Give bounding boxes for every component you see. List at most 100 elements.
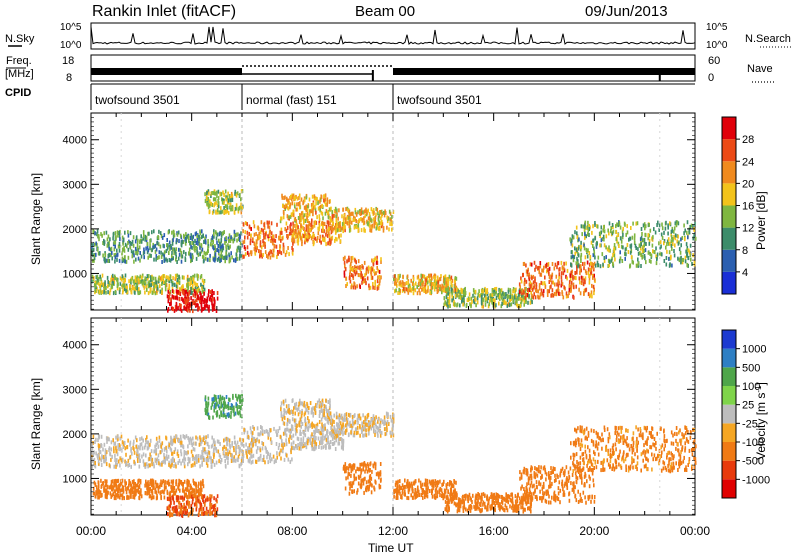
power-cell xyxy=(358,229,360,233)
power-cell xyxy=(209,297,211,301)
velocity-cell xyxy=(95,482,97,486)
power-cell xyxy=(554,283,556,287)
power-cell xyxy=(566,291,568,295)
power-cell xyxy=(283,215,285,219)
power-cell xyxy=(362,219,364,223)
velocity-cell xyxy=(170,441,172,445)
power-cell xyxy=(536,285,538,289)
power-cell xyxy=(587,225,589,229)
power-cell xyxy=(485,297,487,301)
power-cell xyxy=(283,249,285,253)
power-cell xyxy=(238,246,240,250)
power-cell xyxy=(329,222,331,226)
power-cell xyxy=(598,256,600,260)
power-cell xyxy=(212,294,214,298)
velocity-cell xyxy=(205,395,207,399)
velocity-cell xyxy=(146,483,148,487)
power-cell xyxy=(561,271,563,275)
velocity-cell xyxy=(173,479,175,483)
velocity-cell xyxy=(129,443,131,447)
power-cell xyxy=(137,239,139,243)
velocity-cell xyxy=(242,452,244,456)
power-cell xyxy=(451,284,453,288)
power-cell xyxy=(349,220,351,224)
power-cell xyxy=(169,258,171,262)
power-cell xyxy=(615,246,617,250)
power-cell xyxy=(296,202,298,206)
power-cell xyxy=(115,290,117,294)
velocity-cell xyxy=(135,445,137,449)
power-cell xyxy=(413,291,415,295)
power-cell xyxy=(644,256,646,260)
velocity-cell xyxy=(220,397,222,401)
power-cell xyxy=(446,295,448,299)
power-cell xyxy=(327,220,329,224)
power-cell xyxy=(336,214,338,218)
velocity-cell xyxy=(238,411,240,415)
freq-label-top: Freq. xyxy=(6,55,32,67)
velocity-cell xyxy=(210,498,212,502)
power-cell xyxy=(624,222,626,226)
power-cell xyxy=(238,207,240,211)
power-cell xyxy=(284,227,286,231)
power-cell xyxy=(313,202,315,206)
power-cell xyxy=(119,237,121,241)
power-cell xyxy=(420,282,422,286)
power-cell xyxy=(301,225,303,229)
power-cell xyxy=(410,279,412,283)
power-cell xyxy=(658,241,660,245)
power-cell xyxy=(359,265,361,269)
velocity-cell xyxy=(189,441,191,445)
power-cell xyxy=(532,288,534,292)
velocity-cell xyxy=(267,460,269,464)
power-cell xyxy=(370,267,372,271)
velocity-cell xyxy=(233,446,235,450)
power-cell xyxy=(256,240,258,244)
velocity-cell xyxy=(198,482,200,486)
power-cell xyxy=(637,258,639,262)
velocity-cell xyxy=(183,503,185,507)
velocity-cell xyxy=(91,443,93,447)
power-cell xyxy=(449,275,451,279)
power-cell xyxy=(277,252,279,256)
power-cell xyxy=(391,222,393,226)
power-cell xyxy=(394,274,396,278)
power-cell xyxy=(358,259,360,263)
power-cell xyxy=(360,217,362,221)
power-cell xyxy=(556,265,558,269)
power-cell xyxy=(172,295,174,299)
power-cell xyxy=(191,241,193,245)
power-cell xyxy=(104,283,106,287)
power-cell xyxy=(356,266,358,270)
power-cell xyxy=(431,277,433,281)
power-cell xyxy=(172,238,174,242)
power-cell xyxy=(201,229,203,233)
cpid-label-2: twofsound 3501 xyxy=(397,93,482,107)
velocity-cell xyxy=(229,450,231,454)
velocity-cell xyxy=(111,455,113,459)
velocity-cell xyxy=(208,397,210,401)
velocity-cell xyxy=(153,449,155,453)
power-cell xyxy=(225,252,227,256)
power-cell xyxy=(661,252,663,256)
power-cell xyxy=(542,281,544,285)
power-cell xyxy=(559,292,561,296)
power-cell xyxy=(340,234,342,238)
velocity-cell xyxy=(275,429,277,433)
velocity-cell xyxy=(114,458,116,462)
power-cell xyxy=(569,284,571,288)
power-cell xyxy=(637,247,639,251)
power-cell xyxy=(524,282,526,286)
power-cell xyxy=(459,290,461,294)
power-cell xyxy=(580,255,582,259)
power-cell xyxy=(627,230,629,234)
power-cell xyxy=(631,243,633,247)
power-cell xyxy=(244,245,246,249)
power-cell xyxy=(109,291,111,295)
velocity-cell xyxy=(99,444,101,448)
power-cell xyxy=(371,268,373,272)
power-cell xyxy=(594,278,596,282)
power-cell xyxy=(182,255,184,259)
power-cell xyxy=(321,204,323,208)
